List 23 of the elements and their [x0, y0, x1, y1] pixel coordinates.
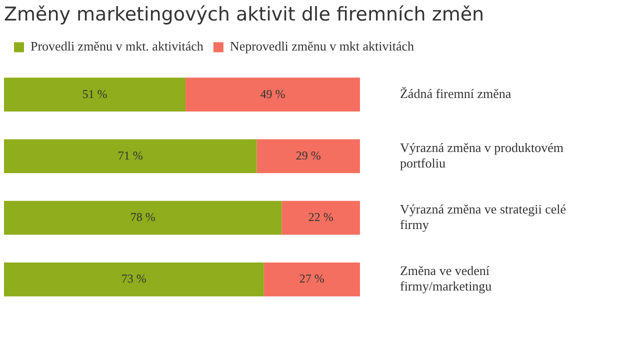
- chart-title: Změny marketingových aktivit dle firemních změn: [4, 3, 484, 26]
- data-label: 29 %: [296, 148, 321, 162]
- y-tick-label: Žádná firemní změna: [400, 86, 512, 102]
- bar: [4, 139, 257, 174]
- data-label: 51 %: [82, 86, 108, 101]
- bar: [264, 262, 360, 296]
- y-tick-label: Změna ve vedení firmy/marketingu: [400, 263, 492, 294]
- bar: [282, 200, 360, 235]
- data-label: 73 %: [121, 272, 146, 286]
- data-label: 49 %: [260, 86, 286, 101]
- bar: [186, 78, 360, 112]
- data-label: 78 %: [130, 210, 156, 224]
- bar: [4, 200, 282, 235]
- data-label: 71 %: [118, 148, 143, 162]
- data-label: 22 %: [308, 210, 334, 224]
- y-tick-label: Výrazná změna ve strategii celé firmy: [400, 201, 566, 232]
- data-label: 27 %: [299, 272, 324, 286]
- bar: [4, 78, 186, 112]
- y-tick-label: Výrazná změna v produktovém portfoliu: [400, 140, 564, 170]
- bar: [4, 262, 264, 296]
- legend-label: Neprovedli změnu v mkt aktivitách: [230, 38, 415, 54]
- bar: [256, 139, 360, 174]
- legend-label: Provedli změnu v mkt. aktivitách: [30, 38, 204, 54]
